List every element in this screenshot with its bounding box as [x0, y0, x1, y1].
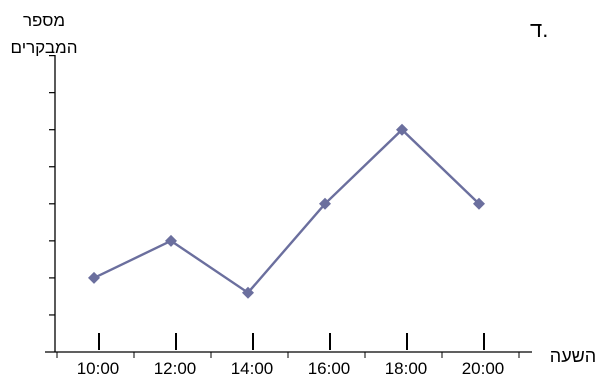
series-line-0 [93, 128, 480, 295]
x-tick-label-3: 16:00 [308, 359, 351, 378]
y-axis-label-line-1: מספר [23, 11, 65, 30]
data-point-4 [396, 123, 408, 136]
x-tick-labels: 10:00 12:00 14:00 16:00 18:00 20:00 [77, 359, 505, 378]
data-point-3 [319, 197, 331, 210]
x-ticks [56, 333, 520, 358]
x-tick-label-2: 14:00 [231, 359, 274, 378]
y-axis-label-line-2: המבקרים [11, 38, 78, 57]
x-tick-label-0: 10:00 [77, 359, 120, 378]
series-1 [88, 123, 485, 299]
y-ticks [49, 54, 55, 316]
x-tick-label-5: 20:00 [462, 359, 505, 378]
x-axis-label: השעה [550, 346, 596, 366]
x-tick-label-4: 18:00 [385, 359, 428, 378]
data-point-0 [88, 271, 100, 284]
x-tick-label-1: 12:00 [154, 359, 197, 378]
data-point-1 [165, 234, 177, 247]
data-point-2 [242, 286, 254, 299]
data-point-5 [473, 197, 485, 210]
chart-title: ד. [530, 17, 548, 42]
